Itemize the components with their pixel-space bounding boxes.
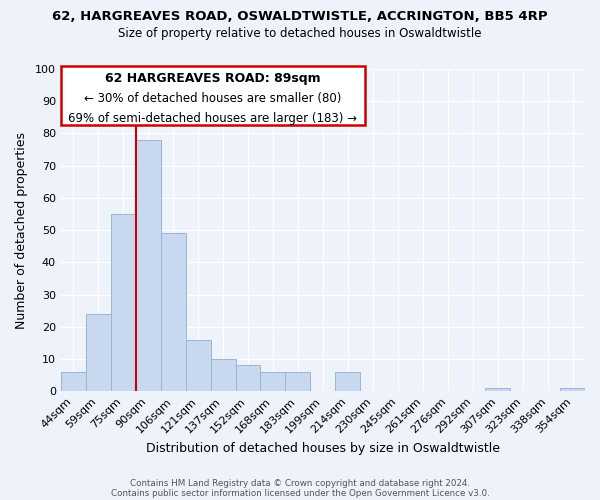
Text: ← 30% of detached houses are smaller (80): ← 30% of detached houses are smaller (80… [84, 92, 341, 104]
Bar [485, 388, 510, 391]
Bar [136, 140, 161, 391]
FancyBboxPatch shape [61, 66, 365, 126]
Bar [111, 214, 136, 391]
Bar [86, 314, 111, 391]
Text: 69% of semi-detached houses are larger (183) →: 69% of semi-detached houses are larger (… [68, 112, 358, 126]
Text: 62, HARGREAVES ROAD, OSWALDTWISTLE, ACCRINGTON, BB5 4RP: 62, HARGREAVES ROAD, OSWALDTWISTLE, ACCR… [52, 10, 548, 23]
Text: Size of property relative to detached houses in Oswaldtwistle: Size of property relative to detached ho… [118, 28, 482, 40]
Text: Contains HM Land Registry data © Crown copyright and database right 2024.: Contains HM Land Registry data © Crown c… [130, 478, 470, 488]
Bar [286, 372, 310, 391]
Bar [185, 340, 211, 391]
Text: 62 HARGREAVES ROAD: 89sqm: 62 HARGREAVES ROAD: 89sqm [105, 72, 320, 85]
Bar [61, 372, 86, 391]
Bar [211, 359, 236, 391]
X-axis label: Distribution of detached houses by size in Oswaldtwistle: Distribution of detached houses by size … [146, 442, 500, 455]
Bar [335, 372, 361, 391]
Bar [236, 366, 260, 391]
Y-axis label: Number of detached properties: Number of detached properties [15, 132, 28, 328]
Bar [161, 234, 185, 391]
Text: Contains public sector information licensed under the Open Government Licence v3: Contains public sector information licen… [110, 488, 490, 498]
Bar [560, 388, 585, 391]
Bar [260, 372, 286, 391]
